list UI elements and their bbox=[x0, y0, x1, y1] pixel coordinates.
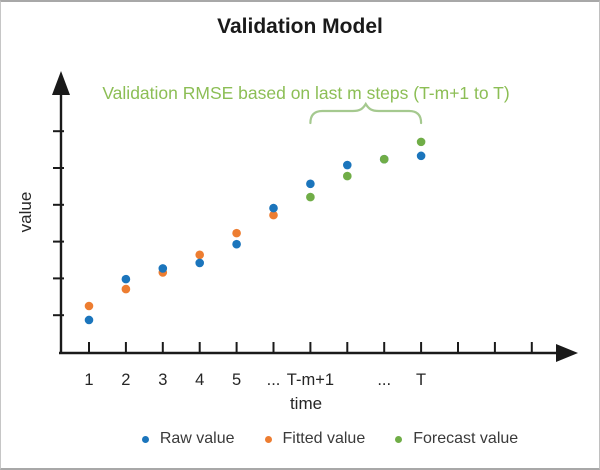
data-point-raw-value bbox=[84, 315, 94, 325]
annotation-text: Validation RMSE based on last m steps (T… bbox=[102, 83, 509, 103]
legend-item-raw-value: Raw value bbox=[141, 430, 235, 448]
y-axis-ticks bbox=[53, 130, 64, 317]
x-tick-label: T-m+1 bbox=[287, 371, 334, 389]
y-axis-title: value bbox=[16, 192, 35, 233]
data-point-forecast-value bbox=[416, 137, 426, 147]
x-axis-ticks bbox=[88, 342, 533, 354]
data-points bbox=[84, 137, 426, 325]
data-point-forecast-value bbox=[306, 192, 315, 202]
data-point-fitted-value bbox=[195, 250, 204, 260]
x-axis-title: time bbox=[290, 394, 322, 413]
data-point-raw-value bbox=[416, 151, 426, 161]
data-point-raw-value bbox=[306, 179, 315, 189]
data-point-fitted-value bbox=[232, 228, 241, 238]
legend-dot-icon bbox=[395, 435, 403, 443]
legend-dot-icon bbox=[264, 435, 272, 443]
data-point-raw-value bbox=[158, 264, 168, 273]
x-tick-label: 3 bbox=[158, 371, 167, 389]
data-point-fitted-value bbox=[269, 210, 278, 220]
chart-title: Validation Model bbox=[217, 15, 383, 38]
x-tick-label: 2 bbox=[121, 371, 130, 389]
data-point-raw-value bbox=[195, 258, 204, 268]
x-tick-label: 4 bbox=[195, 371, 204, 389]
x-axis-arrow-icon bbox=[556, 344, 578, 362]
legend-label: Forecast value bbox=[413, 430, 519, 447]
x-tick-label: ... bbox=[267, 371, 281, 389]
x-tick-label: 5 bbox=[232, 371, 241, 389]
data-point-raw-value bbox=[343, 160, 352, 170]
data-point-raw-value bbox=[121, 274, 131, 284]
legend-dot-icon bbox=[141, 435, 149, 443]
data-point-fitted-value bbox=[121, 284, 131, 294]
legend-item-forecast-value: Forecast value bbox=[395, 430, 518, 448]
legend: Raw value Fitted value Forecast value bbox=[61, 430, 599, 448]
data-point-raw-value bbox=[269, 203, 278, 213]
data-point-forecast-value bbox=[343, 171, 352, 181]
data-point-forecast-value bbox=[379, 154, 389, 164]
data-point-raw-value bbox=[232, 239, 241, 249]
y-axis-arrow-icon bbox=[52, 71, 70, 95]
data-point-fitted-value bbox=[84, 301, 94, 311]
x-tick-label: 1 bbox=[84, 371, 93, 389]
x-axis-tick-labels: 1 2 3 4 5... T-m+1... T bbox=[84, 371, 426, 389]
x-tick-label: T bbox=[416, 371, 426, 389]
x-tick-label: ... bbox=[377, 371, 391, 389]
legend-item-fitted-value: Fitted value bbox=[264, 430, 366, 448]
curly-brace-icon bbox=[309, 101, 423, 125]
legend-label: Raw value bbox=[159, 430, 235, 447]
legend-label: Fitted value bbox=[282, 430, 366, 447]
